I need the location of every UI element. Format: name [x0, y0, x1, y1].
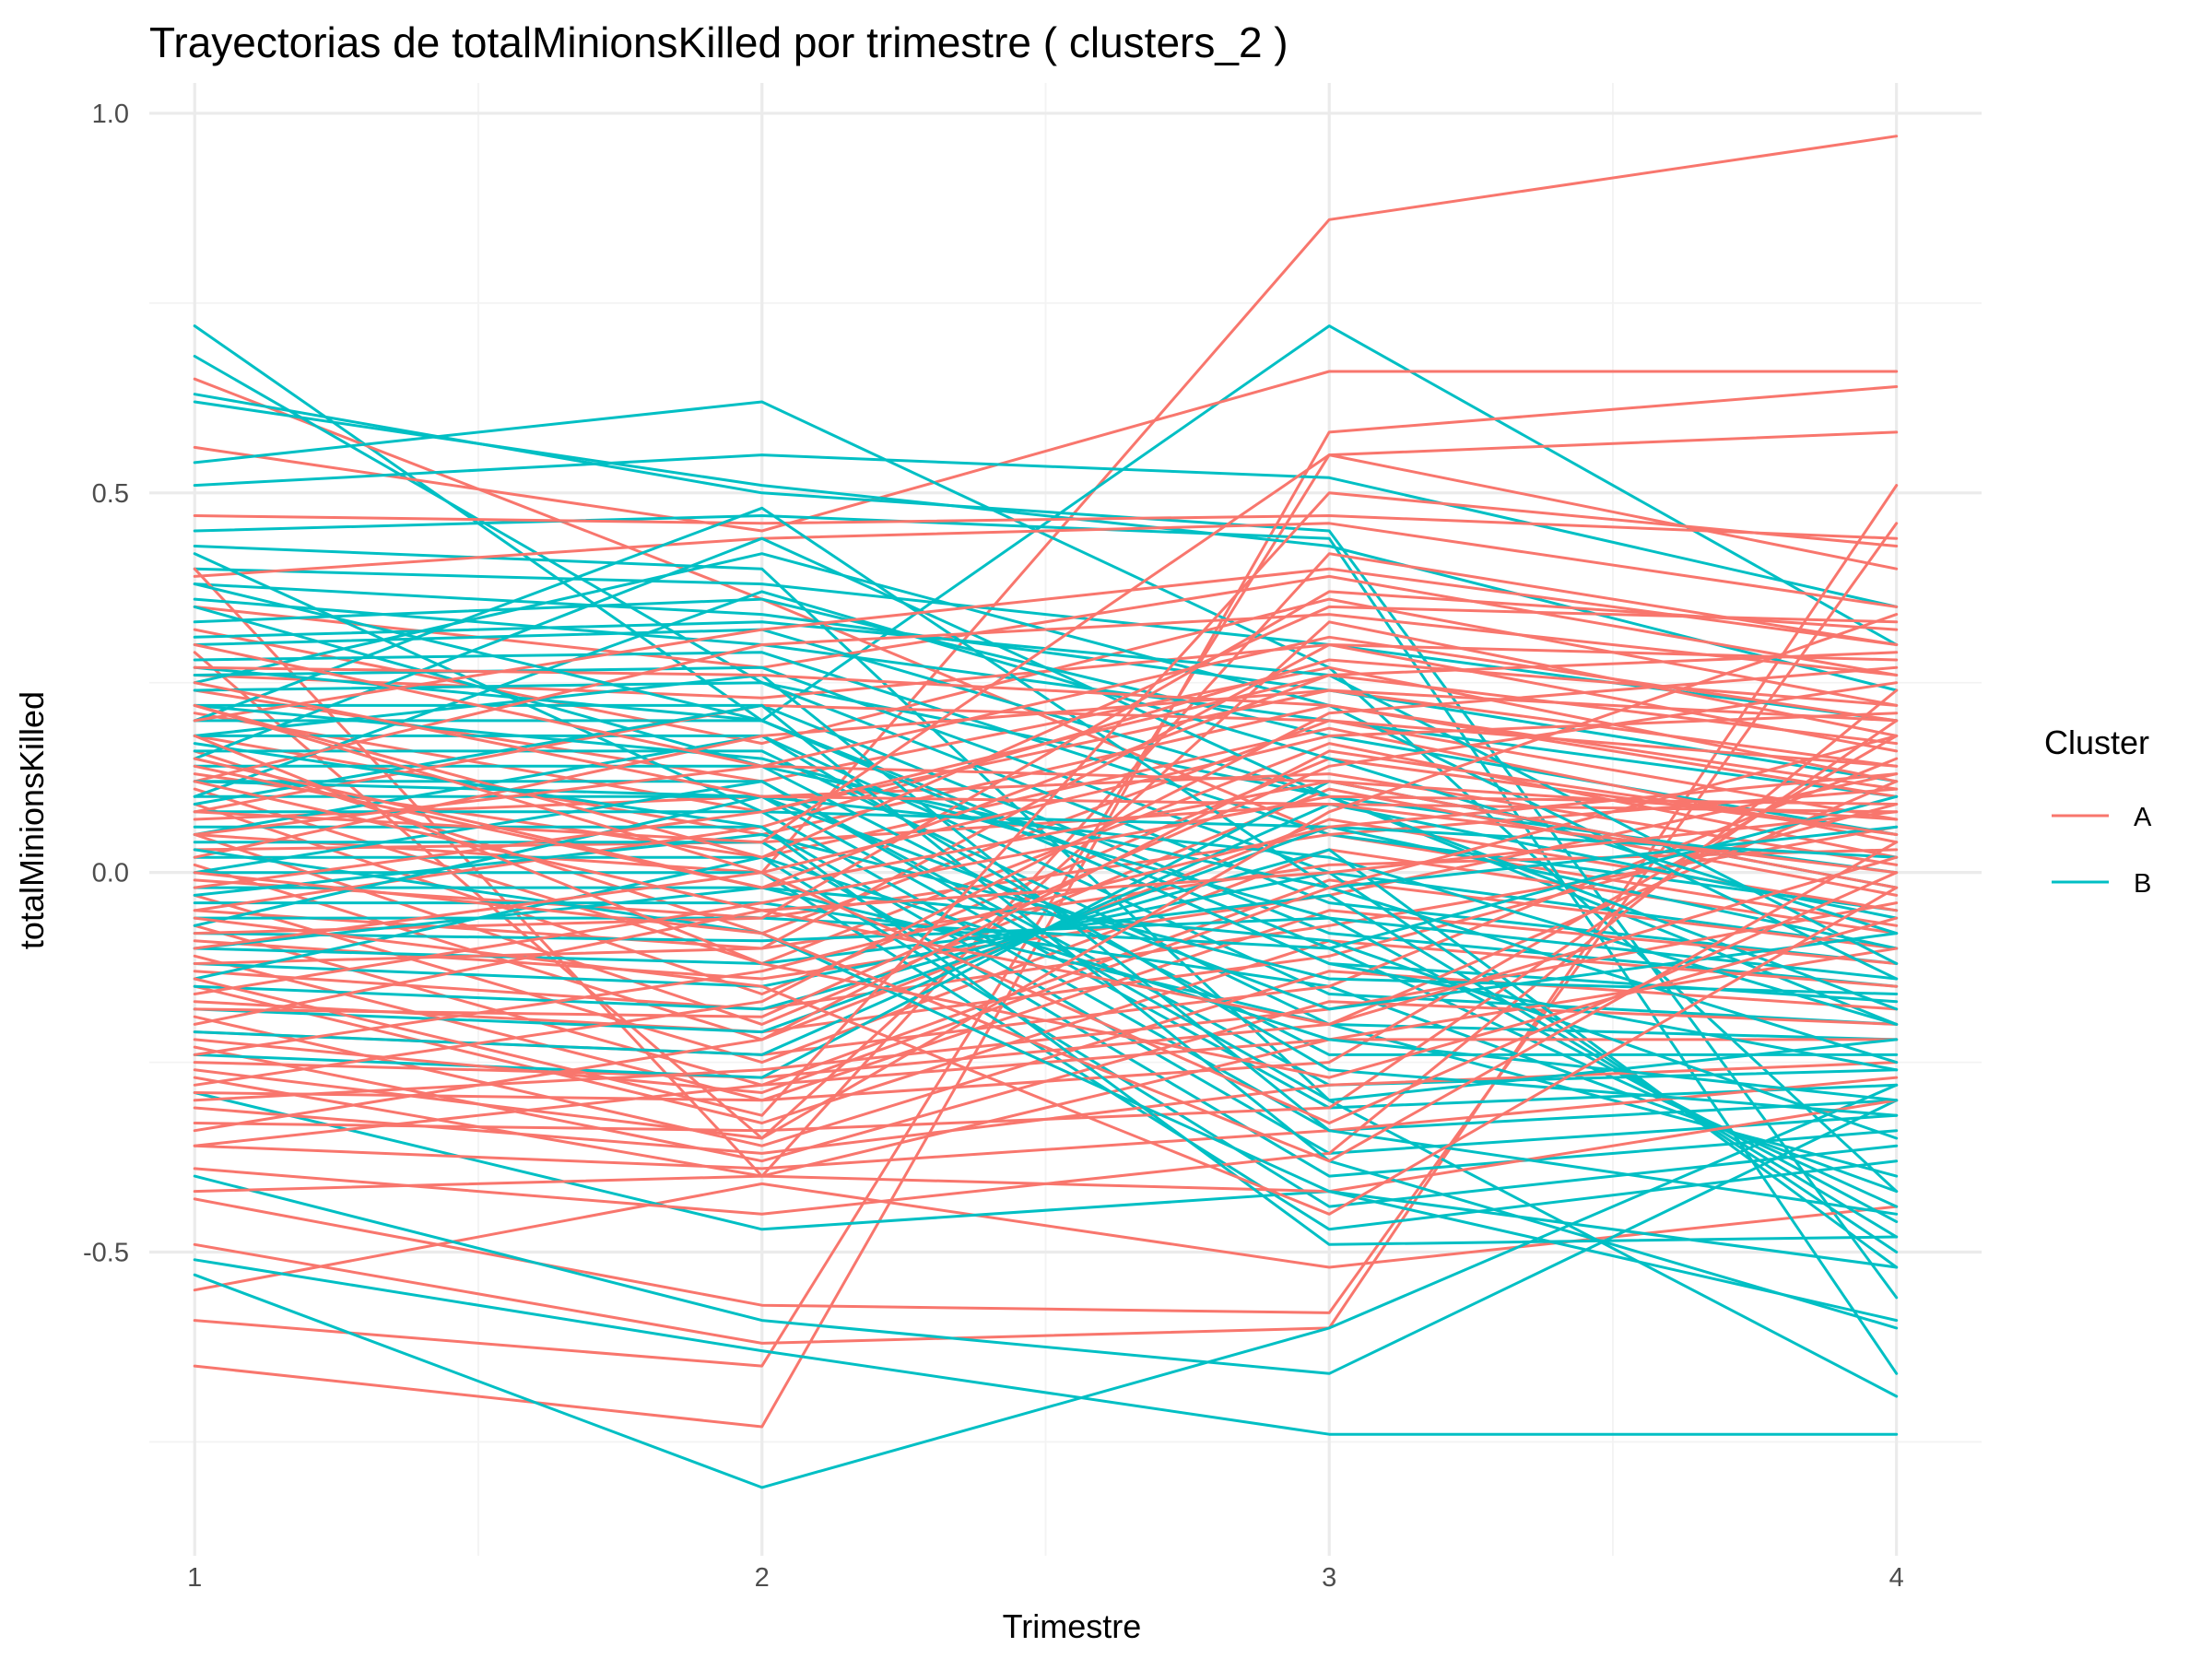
trajectory-line-cluster-a	[193, 665, 1899, 1087]
trajectory-line-cluster-a	[193, 613, 1899, 783]
trajectory-line-cluster-a	[193, 665, 1899, 791]
trajectory-line-cluster-b	[193, 703, 1899, 1330]
legend-label-a: A	[2134, 803, 2152, 832]
chart-title: Trayectorias de totalMinionsKilled por t…	[149, 18, 1288, 66]
legend-title: Cluster	[2044, 724, 2149, 761]
trajectory-line-cluster-a	[193, 370, 1899, 533]
trajectory-line-cluster-a	[193, 643, 1899, 889]
trajectory-line-cluster-a	[193, 780, 1899, 1026]
trajectory-line-cluster-a	[193, 135, 1899, 875]
trajectory-line-cluster-b	[193, 841, 1899, 1178]
trajectory-line-cluster-b	[193, 536, 1899, 1011]
trajectory-line-cluster-a	[193, 613, 1899, 1140]
y-tick-label: 1.0	[92, 100, 129, 129]
trajectory-line-cluster-a	[193, 590, 1899, 935]
trajectory-line-cluster-a	[193, 749, 1899, 1133]
y-tick-label: -0.5	[83, 1239, 129, 1268]
trajectory-line-cluster-b	[193, 848, 1899, 1269]
trajectory-line-cluster-a	[193, 643, 1899, 965]
x-tick-label: 4	[1889, 1563, 1904, 1593]
trajectory-line-cluster-a	[193, 1099, 1899, 1194]
trajectory-line-cluster-a	[193, 567, 1899, 723]
trajectory-line-cluster-b	[193, 749, 1899, 1041]
trajectory-line-cluster-a	[193, 734, 1899, 1094]
trajectory-line-cluster-b	[193, 506, 1899, 1065]
trajectory-line-cluster-a	[193, 651, 1899, 889]
trajectory-line-cluster-b	[193, 582, 1899, 1072]
x-tick-label: 1	[187, 1563, 202, 1593]
trajectory-line-cluster-a	[193, 484, 1899, 1345]
y-axis-ticks: 1.0 0.5 0.0 -0.5	[83, 100, 129, 1268]
trajectory-line-cluster-b	[193, 886, 1899, 1178]
trajectory-line-cluster-a	[193, 764, 1899, 889]
trajectory-line-cluster-a	[193, 635, 1899, 836]
trajectory-line-cluster-a	[193, 970, 1899, 1147]
trajectory-line-cluster-a	[193, 681, 1899, 875]
trajectory-line-cluster-a	[193, 734, 1899, 1102]
trajectory-line-cluster-a	[193, 810, 1899, 1026]
trajectory-line-cluster-a	[193, 522, 1899, 608]
y-axis-title: totalMinionsKilled	[13, 691, 51, 949]
trajectory-line-cluster-a	[193, 703, 1899, 814]
trajectory-line-cluster-a	[193, 803, 1899, 1034]
trajectory-line-cluster-b	[193, 734, 1899, 1026]
trajectory-line-cluster-b	[193, 582, 1899, 783]
legend: Cluster A B	[2044, 724, 2152, 899]
trajectory-line-cluster-a	[193, 514, 1899, 540]
trajectory-line-cluster-b	[193, 1099, 1899, 1375]
trajectory-line-cluster-a	[193, 909, 1899, 1102]
trajectory-line-cluster-b	[193, 1258, 1899, 1436]
trajectory-line-cluster-b	[193, 1091, 1899, 1323]
x-axis-ticks: 1 2 3 4	[187, 1563, 1904, 1593]
trajectory-line-cluster-b	[193, 742, 1899, 1246]
y-tick-label: 0.5	[92, 479, 129, 509]
y-tick-label: 0.0	[92, 859, 129, 888]
x-tick-label: 2	[755, 1563, 770, 1593]
trajectory-line-cluster-b	[193, 810, 1899, 1133]
trajectory-line-cluster-b	[193, 590, 1899, 935]
trajectory-line-cluster-a	[193, 719, 1899, 1133]
trajectory-line-cluster-a	[193, 886, 1899, 1216]
trajectory-line-cluster-b	[193, 1083, 1899, 1489]
x-tick-label: 3	[1322, 1563, 1336, 1593]
trajectory-line-cluster-b	[193, 597, 1899, 798]
trajectory-line-cluster-a	[193, 522, 1899, 1314]
trajectory-line-cluster-a	[193, 939, 1899, 1124]
trajectory-line-cluster-b	[193, 886, 1899, 1140]
legend-label-b: B	[2134, 869, 2151, 899]
trajectory-line-cluster-b	[193, 400, 1899, 1194]
trajectory-line-cluster-a	[193, 1076, 1899, 1171]
trajectory-line-cluster-a	[193, 703, 1899, 1124]
trajectory-line-cluster-b	[193, 400, 1899, 692]
trajectory-line-cluster-b	[193, 703, 1899, 981]
trajectory-line-cluster-b	[193, 764, 1899, 1056]
trajectory-line-cluster-a	[193, 605, 1899, 859]
trajectory-line-cluster-a	[193, 841, 1899, 1163]
trajectory-lines	[193, 135, 1899, 1489]
trajectory-line-cluster-a	[193, 688, 1899, 814]
trajectory-line-cluster-b	[193, 833, 1899, 995]
trajectory-line-cluster-a	[193, 491, 1899, 1117]
trajectory-line-cluster-b	[193, 453, 1899, 608]
x-axis-title: Trimestre	[1003, 1607, 1142, 1645]
